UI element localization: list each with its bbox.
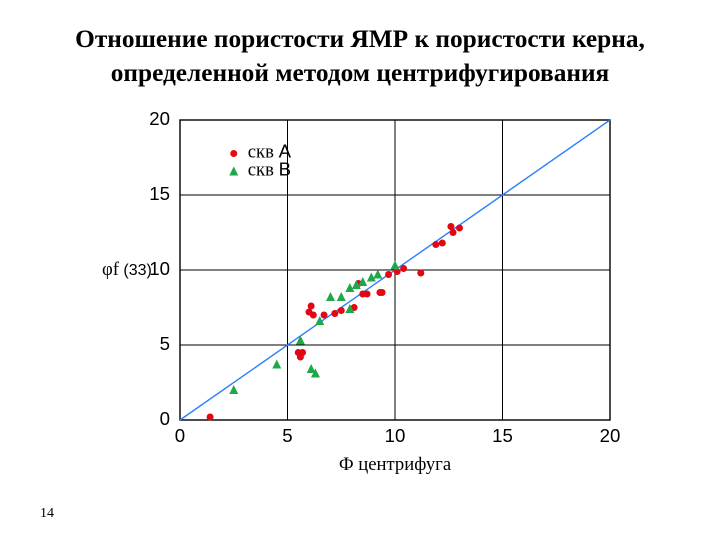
x-axis-label: Ф центрифуга xyxy=(339,454,452,475)
chart-title: Отношение пористости ЯМР к пористости ке… xyxy=(0,22,720,90)
slide-number: 14 xyxy=(40,506,54,522)
chart-title-line2: определенной методом центрифугирования xyxy=(111,59,610,87)
point-skvA xyxy=(439,240,446,247)
point-skvA xyxy=(456,225,463,232)
point-skvA xyxy=(338,307,345,314)
x-tick-label: 10 xyxy=(385,425,406,446)
point-skvA xyxy=(447,223,454,230)
chart-svg: 0510152005101520скв Aскв BФ центрифугаφf… xyxy=(100,100,680,500)
point-skvA xyxy=(432,241,439,248)
x-tick-label: 5 xyxy=(282,425,292,446)
y-tick-label: 10 xyxy=(149,258,170,279)
point-skvA xyxy=(308,303,315,310)
point-skvA xyxy=(364,291,371,298)
y-tick-label: 0 xyxy=(160,408,170,429)
point-skvA xyxy=(400,265,407,272)
legend-marker-skvA xyxy=(230,150,237,157)
x-tick-label: 0 xyxy=(175,425,185,446)
point-skvA xyxy=(450,229,457,236)
x-tick-label: 15 xyxy=(492,425,513,446)
point-skvA xyxy=(417,270,424,277)
legend-label-skvB: скв B xyxy=(248,159,291,181)
y-tick-label: 20 xyxy=(149,108,170,129)
scatter-chart: 0510152005101520скв Aскв BФ центрифугаφf… xyxy=(100,100,680,500)
point-skvA xyxy=(331,310,338,317)
chart-title-line1: Отношение пористости ЯМР к пористости ке… xyxy=(75,25,645,53)
y-tick-label: 5 xyxy=(160,333,170,354)
x-tick-label: 20 xyxy=(600,425,621,446)
point-skvA xyxy=(299,349,306,356)
y-tick-label: 15 xyxy=(149,183,170,204)
point-skvA xyxy=(310,312,317,319)
y-axis-label: φf (33) xyxy=(102,259,152,280)
point-skvA xyxy=(385,271,392,278)
point-skvA xyxy=(321,312,328,319)
point-skvA xyxy=(207,414,214,421)
point-skvA xyxy=(379,289,386,296)
